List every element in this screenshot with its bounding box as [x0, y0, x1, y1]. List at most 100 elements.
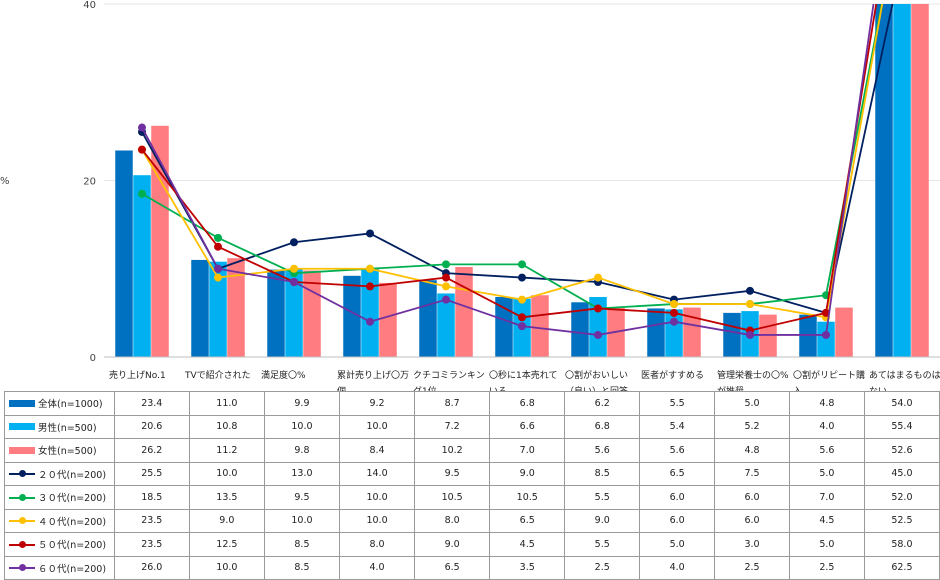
table-cell: 4.5 — [788, 508, 865, 533]
table-cell: 10.0 — [263, 508, 341, 533]
bar — [437, 293, 455, 357]
table-cell: 9.9 — [263, 391, 341, 416]
table-cell: 18.5 — [113, 485, 190, 510]
line-point — [822, 330, 830, 339]
table-cell: 5.5 — [564, 532, 641, 557]
bar — [191, 259, 209, 357]
table-cell: 8.7 — [414, 391, 491, 416]
table-row: ３０代(n=200) 18.5 13.5 9.5 10.0 10.5 10.5 5.5 6.0 6… — [4, 485, 940, 510]
category-label: グ1位 — [413, 385, 437, 391]
table-cell: 8.0 — [338, 532, 416, 557]
line-point — [670, 308, 678, 317]
bar — [911, 4, 929, 357]
line-series — [138, 4, 894, 339]
line-point — [138, 145, 146, 154]
line-point — [214, 273, 222, 282]
table-cell: 10.0 — [338, 508, 416, 533]
table-row: ４０代(n=200) 23.5 9.0 10.0 10.0 8.0 6.5 9.0 6.0 6.0… — [4, 508, 940, 533]
table-cell: 9.0 — [414, 532, 491, 557]
line-point — [746, 286, 754, 295]
bar — [817, 321, 835, 357]
table-cell: 4.8 — [788, 391, 865, 416]
table-cell: 5.4 — [639, 414, 716, 439]
series-name: ５０代(n=200) — [38, 540, 107, 552]
table-cell: 52.6 — [863, 438, 940, 463]
line-point — [594, 304, 602, 313]
table-cell: 5.0 — [714, 391, 790, 416]
legend-cell: ６０代(n=200) — [4, 555, 115, 580]
table-cell: 25.5 — [113, 461, 190, 486]
legend-swatch-bar — [9, 446, 35, 454]
line-point — [518, 322, 526, 331]
bar — [209, 261, 227, 357]
table-cell: 6.5 — [489, 508, 566, 533]
table-cell: 23.5 — [113, 508, 190, 533]
table-cell: 11.0 — [188, 391, 265, 416]
legend-cell: ２０代(n=200) — [4, 461, 115, 486]
table-cell: 6.6 — [489, 414, 566, 439]
table-cell: 8.0 — [414, 508, 491, 533]
table-cell: 8.5 — [263, 555, 341, 580]
line-point — [594, 330, 602, 339]
series-name: 全体(n=1000) — [38, 399, 103, 411]
line-point — [442, 282, 450, 291]
table-row: 女性(n=500) 26.2 11.2 9.8 8.4 10.2 7.0 5.6 5.6 4.8 5… — [4, 438, 940, 463]
category-label: 個 — [337, 385, 346, 391]
line-point — [290, 238, 298, 247]
table-cell: 26.2 — [113, 438, 190, 463]
table-cell: 6.0 — [639, 485, 716, 510]
line-point — [594, 273, 602, 282]
table-cell: 7.2 — [414, 414, 491, 439]
line-point — [518, 313, 526, 322]
table-cell: 8.5 — [263, 532, 341, 557]
legend-swatch-line — [9, 493, 35, 501]
legend-swatch-line — [9, 517, 35, 525]
legend-swatch-line — [9, 470, 35, 478]
table-cell: 4.0 — [788, 414, 865, 439]
table-cell: 8.4 — [338, 438, 416, 463]
table-cell: 10.0 — [188, 461, 265, 486]
table-cell: 58.0 — [863, 532, 940, 557]
bar — [455, 266, 473, 357]
bar — [227, 258, 245, 357]
series-name: ４０代(n=200) — [38, 516, 107, 528]
table-cell: 52.5 — [863, 508, 940, 533]
legend-cell: ５０代(n=200) — [4, 532, 115, 557]
table-cell: 9.0 — [188, 508, 265, 533]
table-cell: 5.0 — [788, 461, 865, 486]
table-row: 全体(n=1000) 23.4 11.0 9.9 9.2 8.7 6.8 6.2 5.5 5.0 4… — [4, 391, 940, 416]
category-label: 満足度〇% — [261, 369, 306, 381]
bar — [893, 4, 911, 357]
table-cell: 12.5 — [188, 532, 265, 557]
table-cell: 5.2 — [714, 414, 790, 439]
table-row: ６０代(n=200) 26.0 10.0 8.5 4.0 6.5 3.5 2.5 4.0 2.5 2… — [4, 555, 940, 580]
table-cell: 45.0 — [863, 461, 940, 486]
series-name: 女性(n=500) — [38, 446, 97, 458]
gridlines — [104, 3, 940, 181]
table-cell: 2.5 — [564, 555, 641, 580]
y-axis-ticks: 0 20 40 — [83, 0, 96, 364]
table-cell: 8.5 — [564, 461, 641, 486]
table-cell: 5.5 — [564, 485, 641, 510]
category-label: TVで紹介された — [184, 369, 251, 381]
data-table: 全体(n=1000) 23.4 11.0 9.9 9.2 8.7 6.8 6.2 5.5 5.0 4… — [4, 391, 940, 580]
table-cell: 9.8 — [263, 438, 341, 463]
table-cell: 6.8 — [564, 414, 641, 439]
legend-swatch-bar — [9, 399, 35, 407]
line-point — [290, 277, 298, 286]
line-point — [670, 317, 678, 326]
table-cell: 6.5 — [639, 461, 716, 486]
table-cell: 54.0 — [863, 391, 940, 416]
legend-cell: ４０代(n=200) — [4, 508, 115, 533]
table-cell: 3.0 — [714, 532, 790, 557]
line-point — [518, 273, 526, 282]
table-cell: 4.5 — [489, 532, 566, 557]
table-cell: 11.2 — [188, 438, 265, 463]
bar — [303, 270, 321, 357]
table-cell: 5.5 — [639, 391, 716, 416]
bar-series — [115, 4, 929, 357]
table-cell: 4.8 — [714, 438, 790, 463]
line-point — [214, 242, 222, 251]
bar — [571, 302, 589, 357]
table-row: ５０代(n=200) 23.5 12.5 8.5 8.0 9.0 4.5 5.5 5.0 3.0 5… — [4, 532, 940, 557]
